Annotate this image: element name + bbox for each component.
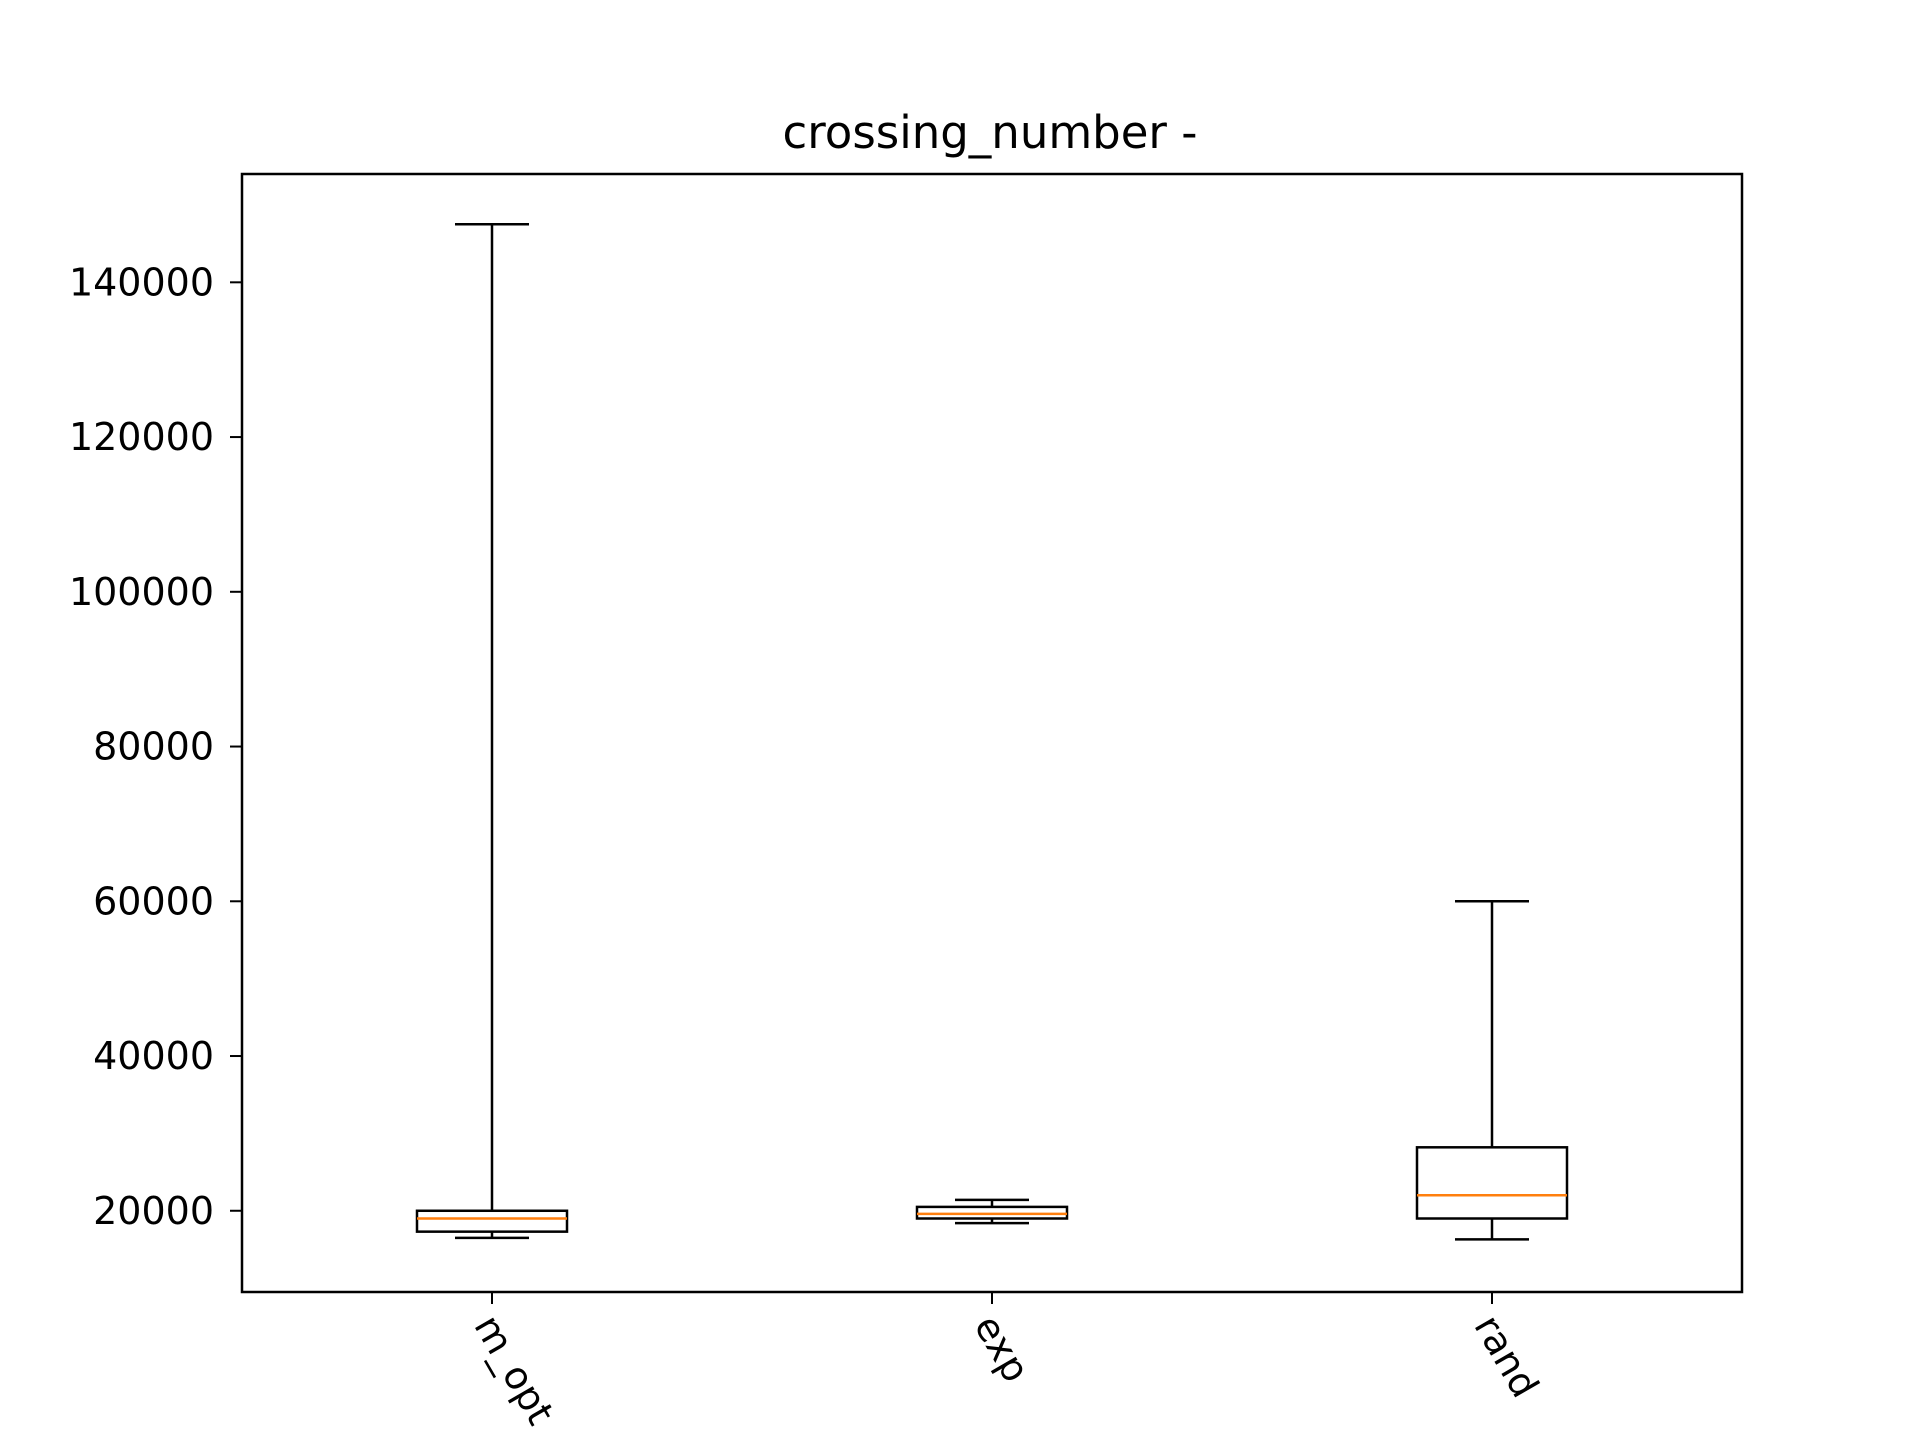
y-tick-label: 20000 (93, 1189, 214, 1233)
iqr-box (415, 1209, 569, 1233)
box-m-opt (415, 223, 569, 1240)
x-axis: m_opt exp rand (466, 1292, 1548, 1432)
box-rand (1415, 900, 1569, 1241)
y-tick-label: 60000 (93, 879, 214, 923)
y-tick-label: 40000 (93, 1034, 214, 1078)
y-tick-label: 100000 (69, 570, 214, 614)
iqr-box (1415, 1146, 1569, 1220)
y-tick-label: 140000 (69, 260, 214, 304)
x-tick-label: rand (1466, 1308, 1548, 1405)
box-series (415, 223, 1569, 1241)
plot-area-frame (240, 172, 1744, 1294)
box-exp (915, 1198, 1069, 1225)
chart-title: crossing_number - (783, 106, 1198, 159)
y-axis: 20000 40000 60000 80000 100000 120000 140000 (69, 260, 242, 1233)
y-tick-label: 120000 (69, 415, 214, 459)
y-tick-label: 80000 (93, 725, 214, 769)
x-tick-label: m_opt (466, 1308, 563, 1432)
x-tick-label: exp (966, 1308, 1039, 1390)
